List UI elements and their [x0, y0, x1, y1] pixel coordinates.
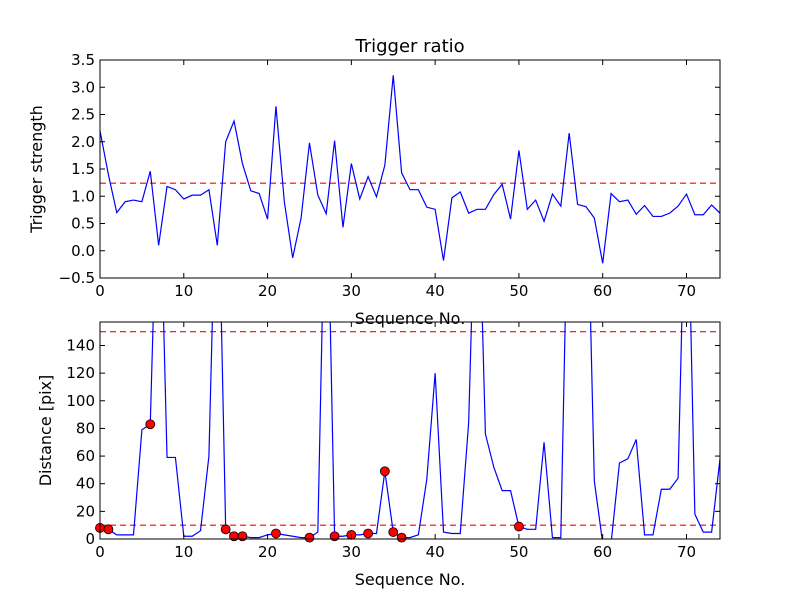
data-marker — [103, 524, 114, 535]
x-tick-label: 40 — [426, 282, 445, 300]
y-tick-label: 0.5 — [71, 215, 95, 233]
data-marker — [237, 531, 248, 542]
y-tick-label: 0.0 — [71, 242, 95, 260]
data-marker — [304, 532, 315, 543]
y-tick-label: 120 — [66, 364, 95, 382]
axes-frame — [99, 321, 721, 540]
series-line-0 — [100, 322, 720, 539]
x-tick-label: 50 — [509, 282, 528, 300]
x-tick-label: 30 — [342, 543, 361, 561]
trigger-ratio-panel: 0 10 20 30 40 50 60 70 −0.5 0.0 0.5 1.0 1.5 2.0 2.5 3.0… — [27, 36, 721, 328]
data-marker — [379, 466, 390, 477]
y-axis-label: Distance [pix] — [36, 375, 55, 487]
data-marker — [388, 527, 399, 537]
y-tick-label: 2.0 — [71, 133, 95, 151]
data-marker — [363, 528, 374, 539]
data-marker — [396, 532, 407, 543]
x-tick-label: 20 — [258, 282, 277, 300]
data-marker — [514, 521, 524, 532]
x-axis-label: Sequence No. — [355, 570, 466, 589]
y-tick-label: 40 — [76, 475, 95, 493]
x-tick-label: 0 — [95, 543, 105, 561]
y-tick-label: −0.5 — [59, 269, 95, 287]
x-tick-label: 60 — [593, 543, 612, 561]
plot-area — [100, 75, 720, 264]
y-tick-label: 2.5 — [71, 106, 95, 124]
y-tick-label: 3.5 — [71, 51, 95, 69]
x-tick-label: 40 — [426, 543, 445, 561]
data-marker — [145, 419, 156, 430]
x-tick-label: 50 — [509, 543, 528, 561]
y-tick-label: 60 — [76, 447, 95, 465]
y-tick-label: 1.0 — [71, 187, 95, 205]
x-tick-label: 60 — [593, 282, 612, 300]
x-axis-label: Sequence No. — [355, 309, 466, 328]
data-marker — [220, 524, 231, 535]
y-tick-label: 20 — [76, 502, 95, 520]
chart-title: Trigger ratio — [354, 36, 464, 57]
data-marker — [271, 528, 281, 539]
y-tick-label: 140 — [66, 336, 95, 354]
x-tick-label: 70 — [677, 543, 696, 561]
x-tick-label: 10 — [174, 543, 193, 561]
y-tick-label: 1.5 — [71, 160, 95, 178]
x-tick-label: 20 — [258, 543, 277, 561]
y-tick-label: 3.0 — [71, 78, 95, 96]
x-tick-label: 70 — [677, 282, 696, 300]
series-line-0 — [100, 75, 720, 264]
x-tick-label: 10 — [174, 282, 193, 300]
distance-panel: 0 10 20 30 40 50 60 70 0 20 40 60 80 100 120 140 Sequenc… — [36, 321, 721, 589]
plot-area — [100, 322, 720, 539]
y-tick-label: 100 — [66, 392, 95, 410]
data-marker — [329, 531, 340, 542]
y-tick-label: 0 — [85, 530, 95, 548]
x-tick-label: 0 — [95, 282, 105, 300]
x-tick-label: 30 — [342, 282, 361, 300]
y-tick-label: 80 — [76, 419, 95, 437]
y-axis-label: Trigger strength — [27, 105, 46, 234]
